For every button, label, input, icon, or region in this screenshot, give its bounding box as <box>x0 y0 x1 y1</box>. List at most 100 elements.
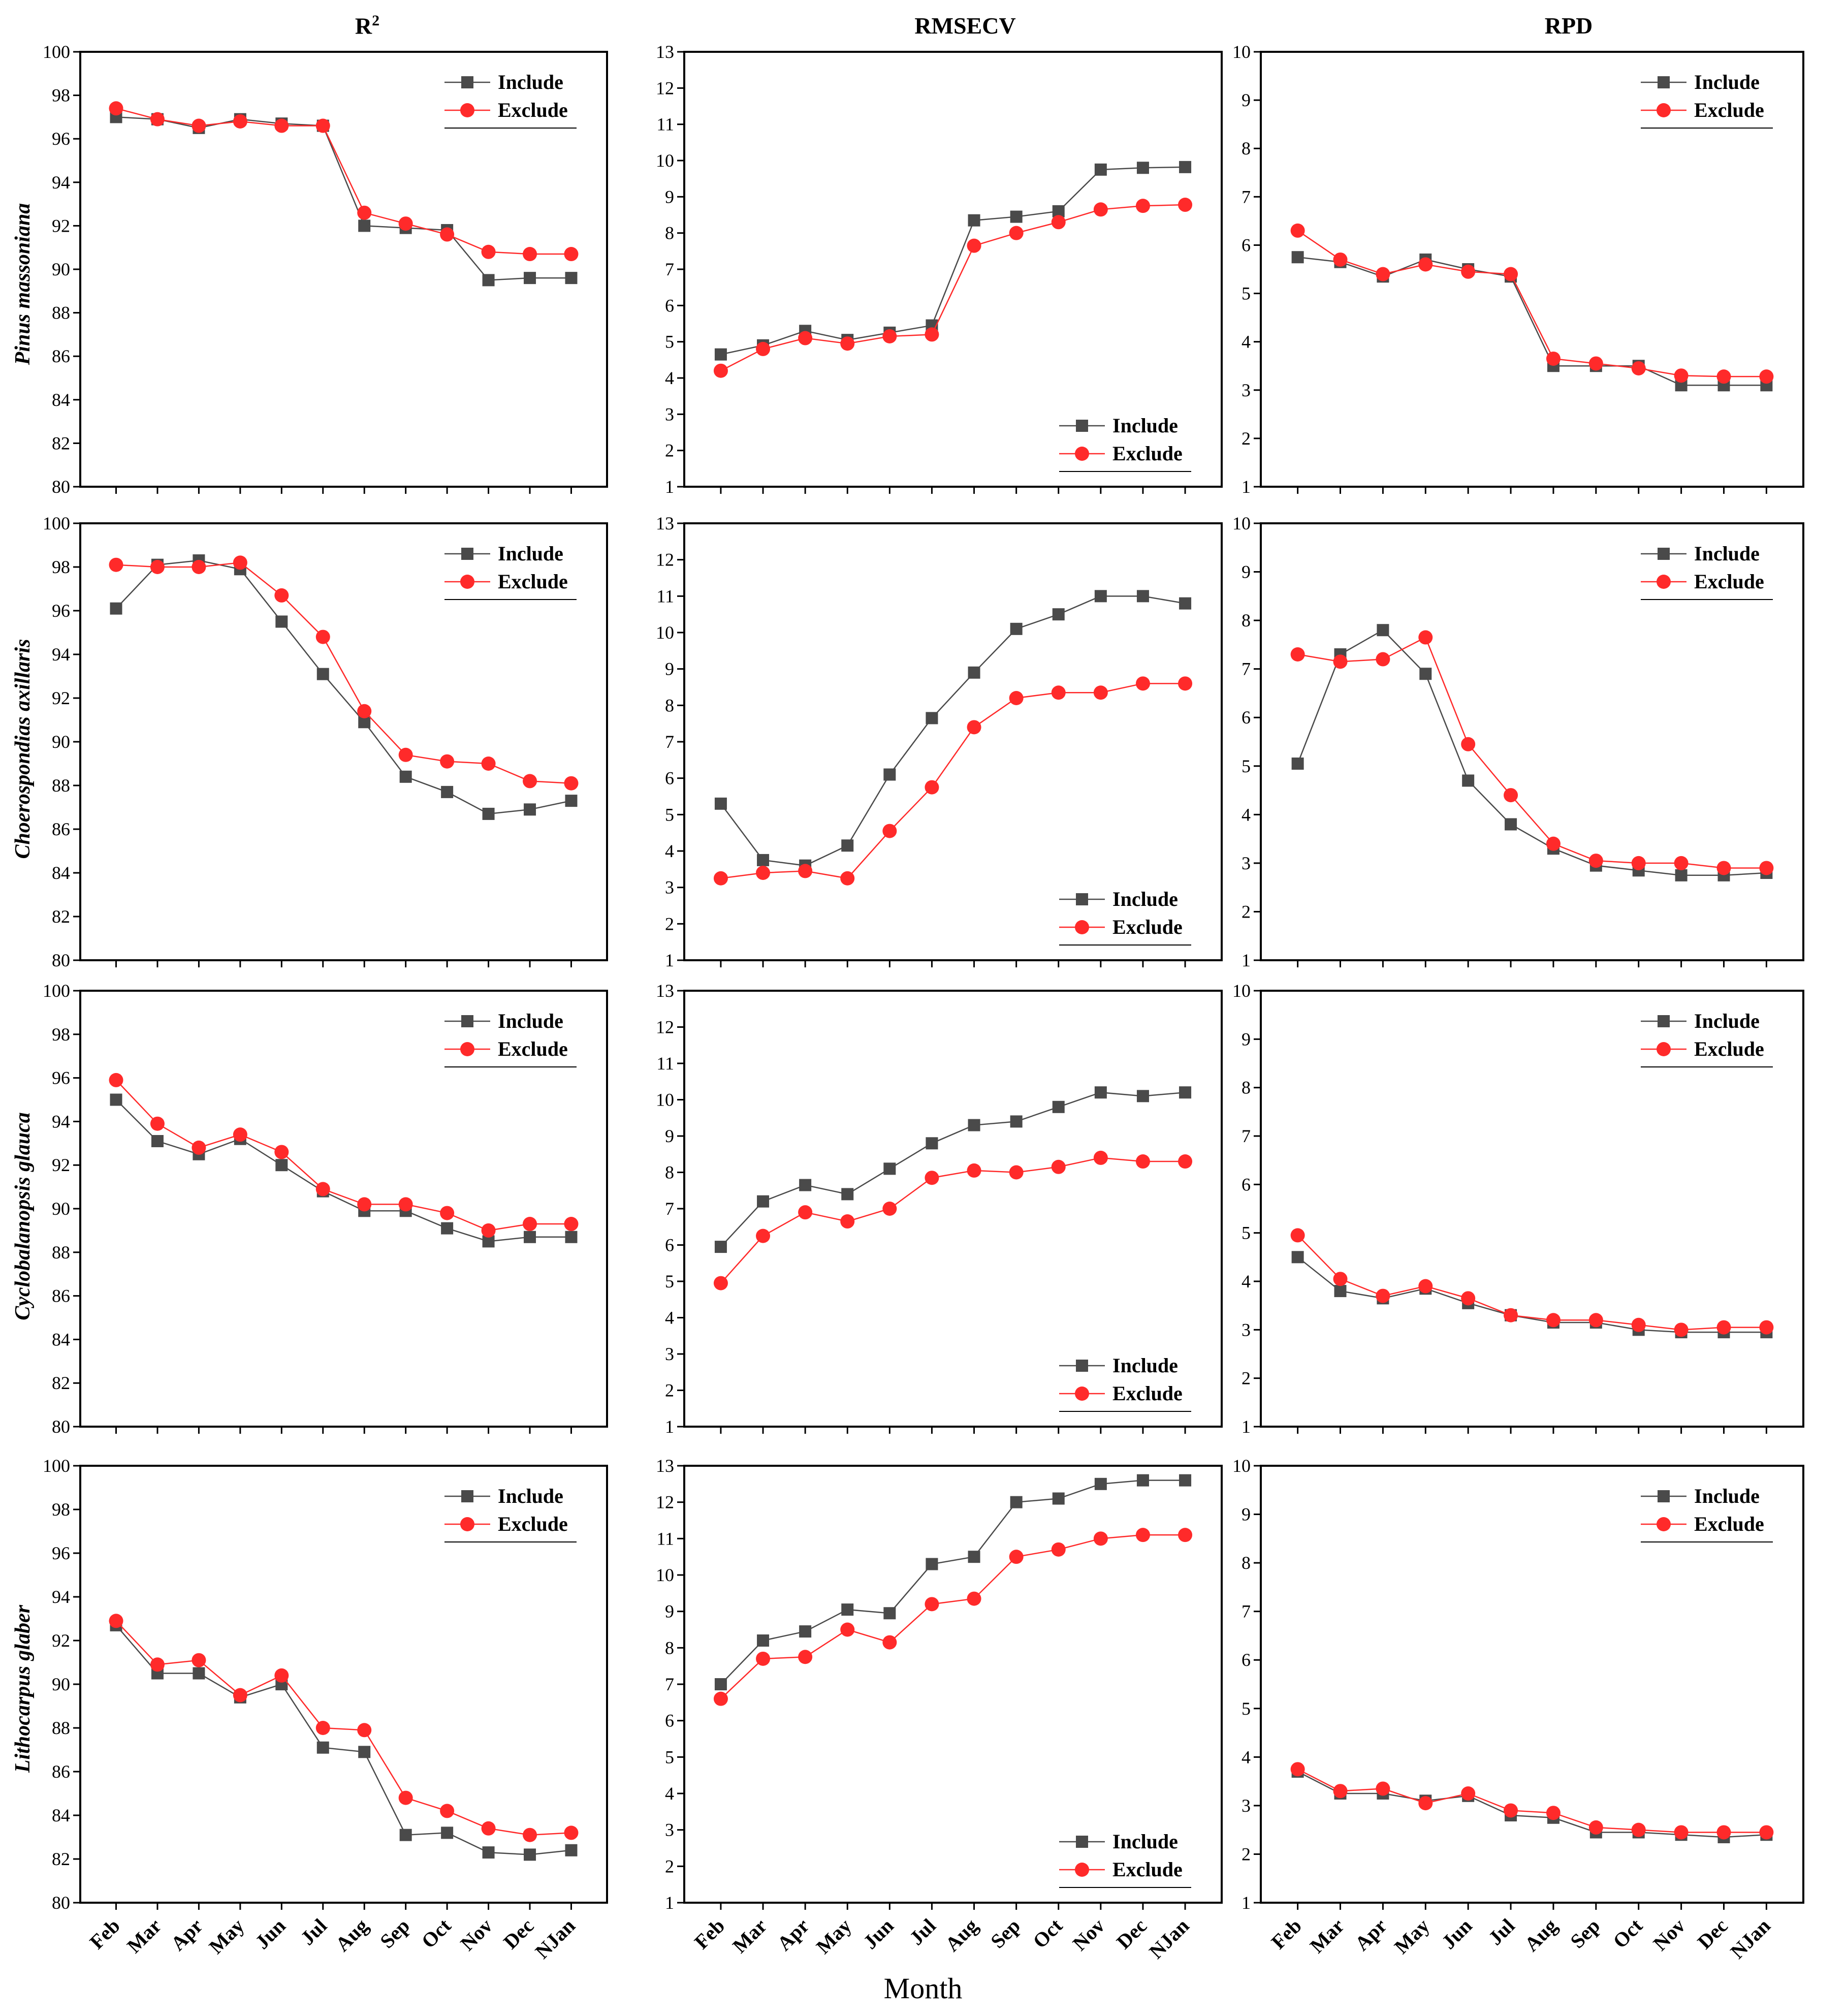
y-tick-label: 82 <box>52 1373 70 1393</box>
y-tick-label: 9 <box>665 1126 674 1146</box>
point-exclude <box>1333 1784 1348 1799</box>
point-exclude <box>1009 1550 1024 1564</box>
y-tick-label: 98 <box>52 1499 70 1520</box>
x-tick-label: Jun <box>858 1914 898 1954</box>
point-exclude <box>840 1214 855 1229</box>
point-exclude <box>233 555 247 570</box>
point-exclude <box>1716 1320 1731 1335</box>
y-tick-label: 1 <box>665 1416 674 1437</box>
point-include <box>1179 1474 1192 1487</box>
y-tick-label: 5 <box>665 1271 674 1292</box>
legend-marker-include <box>1658 76 1670 88</box>
point-exclude <box>1178 1154 1193 1169</box>
point-include <box>441 1222 454 1235</box>
point-exclude <box>523 247 537 262</box>
point-exclude <box>1504 1308 1518 1322</box>
series-line-include <box>720 1091 1186 1247</box>
y-tick-label: 5 <box>1242 1223 1251 1243</box>
legend-marker-exclude <box>460 1042 474 1056</box>
point-exclude <box>1376 652 1390 667</box>
point-exclude <box>925 1597 939 1612</box>
legend: Include Exclude <box>444 1485 577 1542</box>
y-tick-label: 9 <box>665 1601 674 1622</box>
legend-marker-include <box>1658 1490 1670 1502</box>
point-exclude <box>398 747 413 762</box>
y-tick-label: 90 <box>52 259 70 279</box>
legend-marker-include <box>461 548 473 560</box>
point-exclude <box>192 1140 206 1155</box>
y-tick-label: 2 <box>1242 428 1251 449</box>
point-include <box>757 854 770 866</box>
point-exclude <box>713 363 728 378</box>
point-exclude <box>1178 198 1193 212</box>
point-exclude <box>192 1653 206 1667</box>
point-include <box>358 219 371 232</box>
y-tick-label: 9 <box>665 186 674 207</box>
plot-frame <box>683 990 1223 1428</box>
legend-label-include: Include <box>1112 888 1178 910</box>
point-exclude <box>274 1145 289 1159</box>
y-tick-label: 98 <box>52 85 70 106</box>
y-tick-label: 4 <box>1242 332 1251 352</box>
point-exclude <box>967 720 981 735</box>
point-exclude <box>713 1276 728 1290</box>
point-exclude <box>440 1804 455 1818</box>
y-tick-label: 3 <box>665 404 674 424</box>
point-include <box>524 1231 536 1243</box>
point-exclude <box>274 1668 289 1683</box>
point-exclude <box>1759 1825 1774 1840</box>
point-include <box>524 272 536 285</box>
chart-r2-row2: 80 82 84 86 88 90 92 94 96 98 100 Include Exclude <box>43 513 608 970</box>
y-tick-label: 2 <box>1242 1368 1251 1389</box>
y-tick-label: 3 <box>1242 1796 1251 1816</box>
x-tick-label: Apr <box>1350 1914 1391 1956</box>
y-tick-label: 1 <box>1242 477 1251 497</box>
point-include <box>1136 590 1149 603</box>
point-exclude <box>1588 1313 1603 1328</box>
y-tick-label: 92 <box>52 688 70 708</box>
legend-label-exclude: Exclude <box>498 1513 568 1535</box>
point-include <box>1094 590 1107 603</box>
point-exclude <box>315 1721 330 1735</box>
plot-frame <box>79 990 608 1428</box>
y-tick-label: 3 <box>1242 380 1251 400</box>
y-tick-label: 6 <box>1242 707 1251 728</box>
legend-marker-include <box>461 1015 473 1027</box>
point-exclude <box>1588 1820 1603 1835</box>
point-include <box>110 1093 122 1106</box>
y-tick-label: 96 <box>52 129 70 149</box>
point-include <box>275 615 288 628</box>
point-exclude <box>1290 647 1305 662</box>
legend-marker-exclude <box>460 575 474 589</box>
point-include <box>524 1848 536 1861</box>
y-tick-label: 82 <box>52 433 70 453</box>
column-title-rmsecv: RMSECV <box>914 13 1016 39</box>
point-include <box>316 668 329 680</box>
y-tick-label: 86 <box>52 819 70 839</box>
point-exclude <box>1093 685 1108 700</box>
chart-r2-row3: 80 82 84 86 88 90 92 94 96 98 100 Include Exclude <box>43 981 608 1437</box>
y-tick-label: 96 <box>52 1068 70 1088</box>
y-tick-label: 10 <box>656 1090 674 1110</box>
legend: Include Exclude <box>444 542 577 600</box>
y-tick-label: 90 <box>52 732 70 752</box>
y-tick-label: 80 <box>52 1416 70 1437</box>
point-exclude <box>150 112 165 127</box>
point-include <box>1377 624 1389 637</box>
point-exclude <box>233 1688 247 1703</box>
point-exclude <box>1546 1806 1561 1820</box>
legend-label-include: Include <box>1112 414 1178 437</box>
point-include <box>757 1634 770 1647</box>
point-exclude <box>192 118 206 133</box>
y-tick-label: 6 <box>1242 1650 1251 1670</box>
y-tick-label: 100 <box>43 513 70 533</box>
point-include <box>1291 1251 1304 1264</box>
point-exclude <box>882 329 897 343</box>
y-tick-label: 6 <box>1242 235 1251 255</box>
point-exclude <box>1674 1825 1689 1840</box>
point-exclude <box>1290 1228 1305 1243</box>
series-line-include <box>1297 1771 1767 1838</box>
point-include <box>1179 161 1192 173</box>
y-tick-label: 88 <box>52 303 70 323</box>
legend: Include Exclude <box>444 1010 577 1067</box>
